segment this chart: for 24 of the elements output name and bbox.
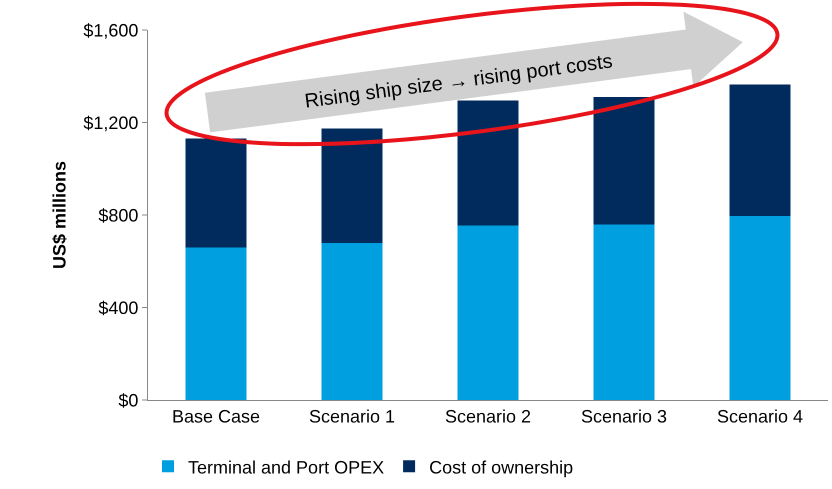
bar <box>593 224 655 400</box>
x-tick-label: Scenario 3 <box>580 406 668 427</box>
bar <box>185 247 247 400</box>
y-tick-label: $400 <box>98 298 138 318</box>
annotation: Rising ship size → rising port costs <box>303 50 614 113</box>
legend-label: Terminal and Port OPEX <box>188 457 384 478</box>
x-tick-label: Scenario 2 <box>444 406 532 427</box>
bar <box>593 97 655 224</box>
bar <box>457 100 519 226</box>
bar <box>729 216 791 400</box>
bar <box>457 225 519 400</box>
x-tick-label: Base Case <box>172 406 260 427</box>
y-tick-label: $800 <box>98 205 138 226</box>
y-tick-label: $1,200 <box>83 112 138 133</box>
bar <box>321 128 383 243</box>
bar <box>185 138 247 248</box>
bar <box>729 84 791 216</box>
y-tick-label: $1,600 <box>83 20 138 40</box>
legend-label: Cost of ownership <box>429 457 574 478</box>
y-tick-label: $0 <box>118 390 138 410</box>
x-tick-label: Scenario 1 <box>308 406 396 427</box>
x-tick-label: Scenario 4 <box>716 406 804 427</box>
bar <box>321 242 383 400</box>
y-axis-title: US$ millions <box>50 160 70 270</box>
